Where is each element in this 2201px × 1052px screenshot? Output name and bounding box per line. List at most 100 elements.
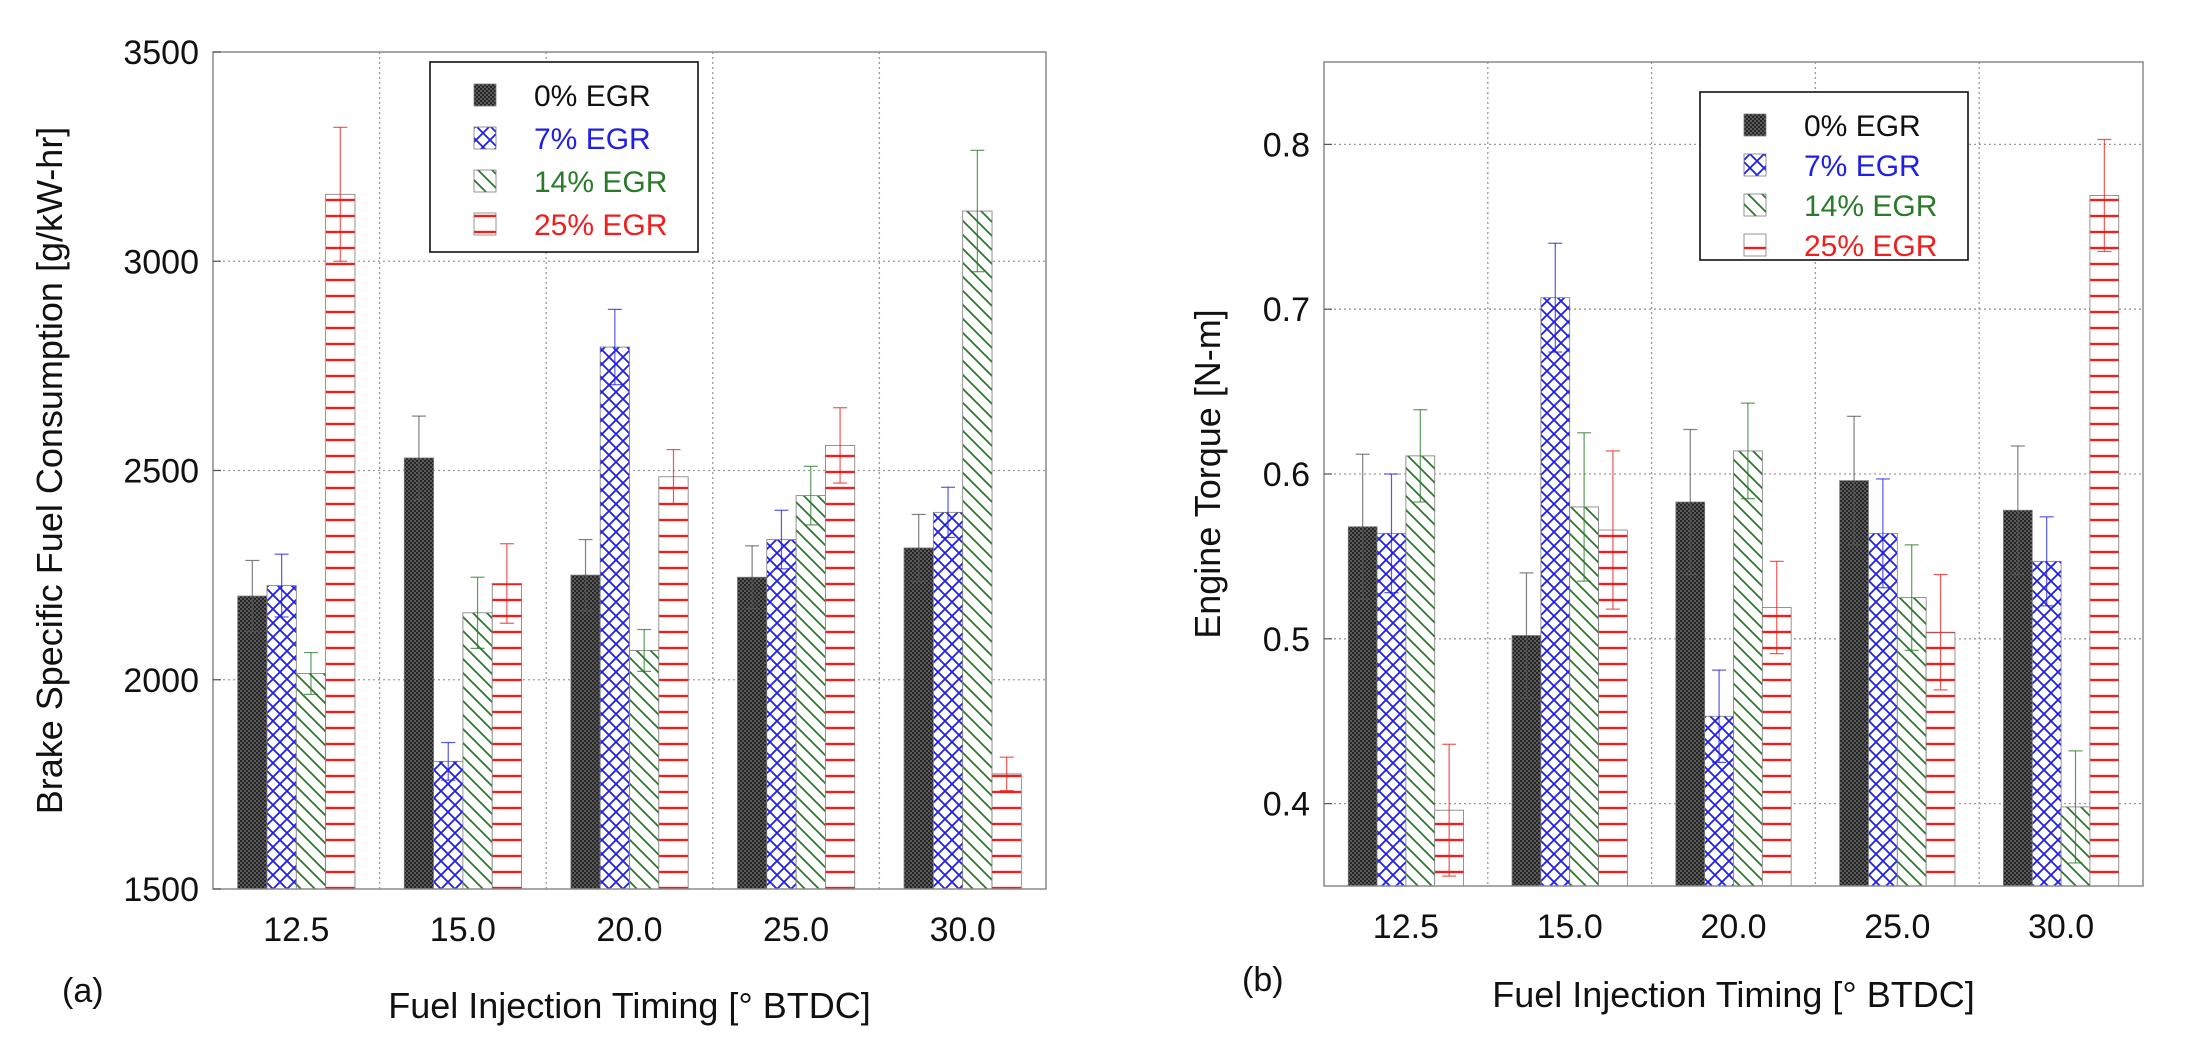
error-bar <box>1875 478 1890 589</box>
bar-7pct-egr-20.0 <box>599 346 630 890</box>
y-tick-label: 3500 <box>123 34 199 72</box>
panel-b-torque-chart: 0.4 0.5 0.6 0.7 0.8 12.5 15.0 20.0 25.0 30.0 Eng… <box>1187 61 2144 1015</box>
bar-14pct-egr-25.0 <box>795 495 826 890</box>
bar-7pct-egr-15.0 <box>1540 297 1571 887</box>
panel-a-label: (a) <box>62 972 104 1010</box>
error-bar <box>1769 560 1784 655</box>
y-tick-label: 2000 <box>123 662 199 700</box>
error-bar <box>803 465 818 526</box>
panel-b-legend: 0% EGR 7% EGR 14% EGR 25% EGR <box>1699 91 1969 263</box>
error-bar <box>1577 432 1592 582</box>
panel-b-y-ticks: 0.4 0.5 0.6 0.7 0.8 <box>1263 126 1332 824</box>
y-tick-label: 2500 <box>123 453 199 491</box>
panel-a-bars <box>237 126 1022 890</box>
panel-b-grid <box>1324 62 2143 886</box>
bar-14pct-egr-15.0 <box>462 612 493 890</box>
panel-a-y-axis-title: Brake Specific Fuel Consumption [g/kW-hr… <box>29 127 70 815</box>
error-bar <box>2039 516 2054 607</box>
panel-b-x-ticks: 12.5 15.0 20.0 25.0 30.0 <box>1373 908 2094 946</box>
legend-swatch <box>473 126 497 150</box>
error-bar <box>1442 743 1457 877</box>
panel-b-label: (b) <box>1242 961 1284 999</box>
legend-swatch <box>1743 113 1767 137</box>
panel-b-bars <box>1347 138 2120 887</box>
panel-a-x-axis-title: Fuel Injection Timing [° BTDC] <box>388 985 871 1026</box>
error-bar <box>245 559 260 633</box>
bar-7pct-egr-30.0 <box>2031 560 2062 887</box>
x-tick-label: 25.0 <box>763 911 829 949</box>
bar-14pct-egr-12.5 <box>295 673 327 890</box>
bar-25pct-egr-25.0 <box>825 444 856 890</box>
legend-swatch <box>473 169 497 193</box>
error-bar <box>999 756 1014 792</box>
bar-14pct-egr-30.0 <box>962 210 993 890</box>
error-bar <box>1683 428 1698 576</box>
error-bar <box>2010 445 2025 576</box>
panel-a-bsfc-chart: 1500 2000 2500 3000 3500 12.5 15.0 20.0 25.0 30.… <box>29 34 1047 1026</box>
y-tick-label: 1500 <box>123 871 199 909</box>
error-bar <box>1847 415 1862 546</box>
error-bar <box>470 576 485 649</box>
error-bar <box>637 628 652 672</box>
error-bar <box>1548 242 1563 353</box>
bar-25pct-egr-30.0 <box>2089 195 2120 887</box>
panel-a-x-ticks: 12.5 15.0 20.0 25.0 30.0 <box>263 911 996 949</box>
error-bar <box>970 149 985 273</box>
bar-14pct-egr-20.0 <box>629 650 660 890</box>
y-tick-label: 0.7 <box>1263 291 1310 329</box>
error-bar <box>1933 573 1948 691</box>
x-tick-label: 30.0 <box>930 911 996 949</box>
bar-7pct-egr-25.0 <box>1868 532 1898 887</box>
x-tick-label: 20.0 <box>1700 908 1766 946</box>
legend-label: 0% EGR <box>1804 110 1921 143</box>
bar-7pct-egr-25.0 <box>766 539 797 890</box>
bar-0pct-egr-30.0 <box>903 547 934 890</box>
error-bar <box>774 509 789 570</box>
bar-0pct-egr-25.0 <box>1839 480 1869 887</box>
error-bar <box>441 741 456 781</box>
legend-label: 0% EGR <box>534 80 651 113</box>
x-tick-label: 12.5 <box>1373 908 1439 946</box>
x-tick-label: 15.0 <box>430 911 496 949</box>
bar-0pct-egr-12.5 <box>237 595 268 890</box>
bar-25pct-egr-20.0 <box>658 476 689 890</box>
x-tick-label: 12.5 <box>263 911 329 949</box>
bar-0pct-egr-25.0 <box>737 576 768 890</box>
x-tick-label: 20.0 <box>596 911 662 949</box>
legend-label: 7% EGR <box>1804 150 1921 183</box>
bar-0pct-egr-15.0 <box>403 457 434 890</box>
legend-label: 14% EGR <box>534 166 667 199</box>
x-tick-label: 25.0 <box>1864 908 1930 946</box>
bar-7pct-egr-12.5 <box>266 585 297 890</box>
error-bar <box>411 415 426 501</box>
x-tick-label: 15.0 <box>1537 908 1603 946</box>
bar-25pct-egr-30.0 <box>991 773 1022 890</box>
panel-b-x-axis-title: Fuel Injection Timing [° BTDC] <box>1492 974 1975 1015</box>
error-bar <box>833 407 848 484</box>
error-bar <box>1413 409 1428 503</box>
error-bar <box>607 308 622 386</box>
x-tick-label: 30.0 <box>2028 908 2094 946</box>
error-bar <box>303 651 318 695</box>
legend-label: 25% EGR <box>1804 230 1937 263</box>
bar-0pct-egr-20.0 <box>570 574 601 890</box>
bar-7pct-egr-30.0 <box>932 511 964 890</box>
error-bar <box>1904 544 1919 651</box>
y-tick-label: 0.4 <box>1263 786 1310 824</box>
error-bar <box>1384 473 1399 594</box>
error-bar <box>941 486 956 539</box>
bar-7pct-egr-15.0 <box>433 760 464 890</box>
panel-a-legend: 0% EGR 7% EGR 14% EGR 25% EGR <box>429 61 699 253</box>
error-bar <box>2097 138 2112 253</box>
error-bar <box>578 538 593 612</box>
legend-swatch <box>473 212 497 236</box>
legend-swatch <box>1743 193 1767 217</box>
error-bar <box>499 543 514 624</box>
error-bar <box>1740 402 1755 500</box>
legend-label: 7% EGR <box>534 123 651 156</box>
bar-14pct-egr-12.5 <box>1405 455 1436 887</box>
legend-label: 14% EGR <box>1804 190 1937 223</box>
error-bar <box>745 545 760 610</box>
error-bar <box>333 126 348 262</box>
